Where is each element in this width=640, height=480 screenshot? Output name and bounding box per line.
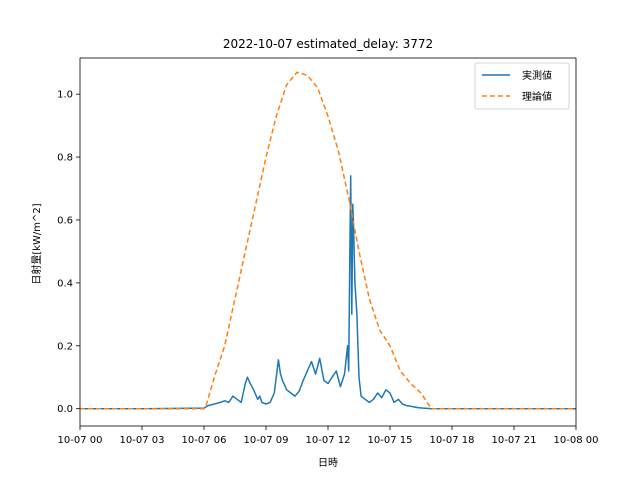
legend-label-measured: 実測値	[522, 69, 552, 82]
x-tick-label: 10-07 03	[120, 435, 165, 446]
y-tick-label: 0.6	[57, 215, 73, 226]
y-tick-label: 1.0	[57, 90, 73, 101]
plot-frame	[79, 57, 577, 427]
series-line-theoretical	[80, 71, 576, 410]
legend-label-theoretical: 理論値	[522, 90, 552, 103]
x-tick-label: 10-07 12	[306, 435, 351, 446]
legend: 実測値 理論値	[474, 62, 570, 110]
series-line-measured	[80, 175, 576, 410]
x-tick-label: 10-07 21	[492, 435, 537, 446]
x-tick-label: 10-07 00	[58, 435, 103, 446]
x-tick-label: 10-07 15	[368, 435, 413, 446]
y-tick-label: 0.8	[57, 153, 73, 164]
y-axis-label: 日射量[kW/m^2]	[31, 203, 43, 284]
x-tick-label: 10-08 00	[554, 435, 599, 446]
x-axis: 10-07 00 10-07 03 10-07 06 10-07 09 10-07 12…	[58, 426, 599, 446]
y-axis: 0.0 0.2 0.4 0.6 0.8 1.0	[57, 90, 80, 415]
y-tick-label: 0.2	[57, 341, 73, 352]
chart-title: 2022-10-07 estimated_delay: 3772	[223, 37, 433, 51]
x-tick-label: 10-07 18	[430, 435, 475, 446]
x-tick-label: 10-07 06	[182, 435, 227, 446]
y-tick-label: 0.0	[57, 404, 73, 415]
plot-area	[80, 71, 576, 410]
y-tick-label: 0.4	[57, 278, 73, 289]
x-axis-label: 日時	[318, 457, 338, 469]
x-tick-label: 10-07 09	[244, 435, 289, 446]
